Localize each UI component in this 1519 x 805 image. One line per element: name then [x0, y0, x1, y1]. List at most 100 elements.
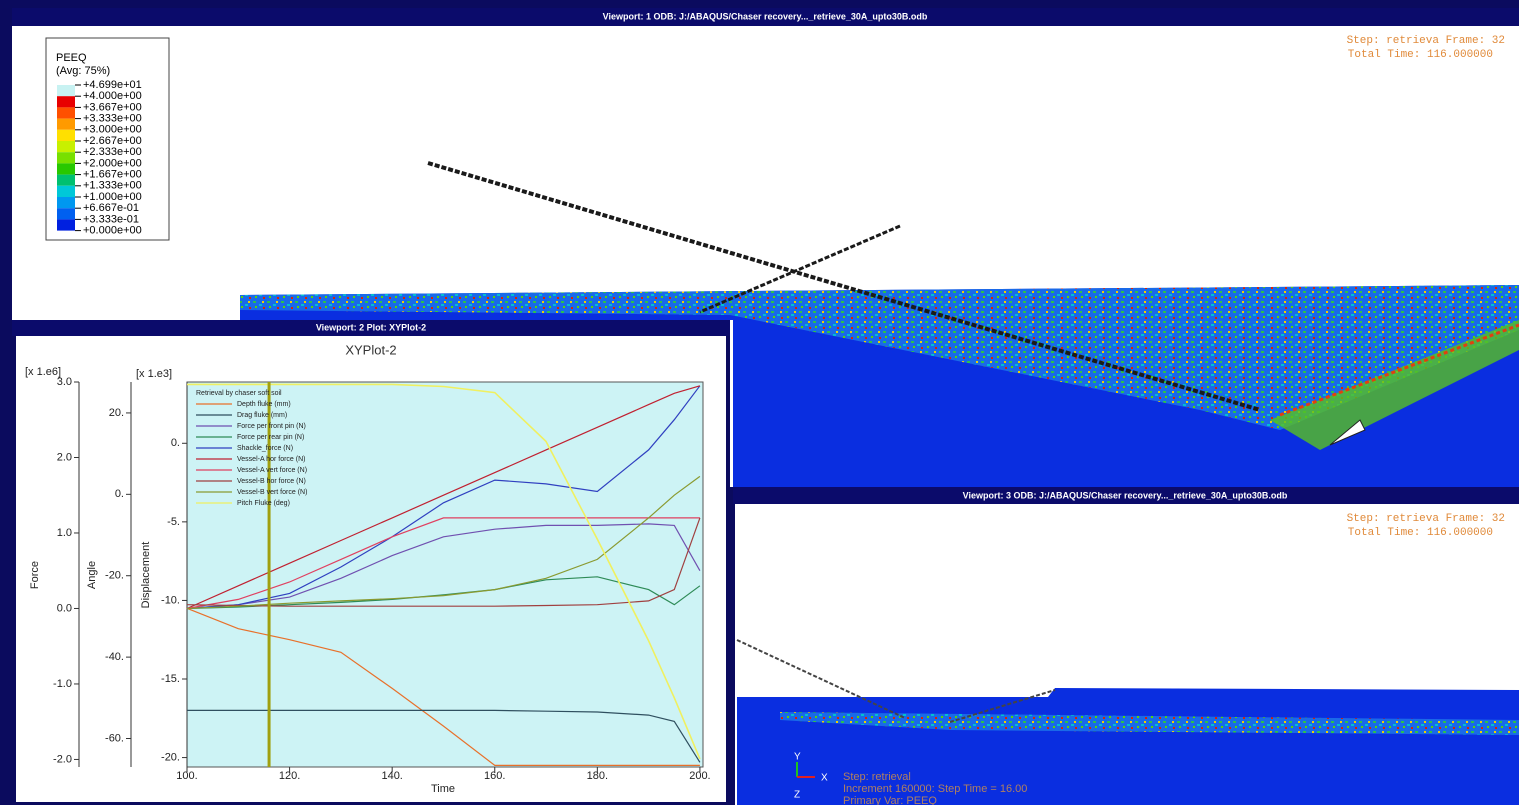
x-tick-label: 180.	[587, 770, 608, 782]
plot-legend-label: Depth fluke (mm)	[237, 401, 291, 408]
plot-legend-label: Force per front pin (N)	[237, 423, 306, 430]
legend-label: +1.333e+00	[83, 180, 142, 192]
y-tick-label: -1.0	[53, 678, 72, 690]
x-tick-label: 200.	[689, 770, 710, 782]
series-line	[186, 517, 700, 610]
y-tick-label: -20.	[161, 751, 180, 763]
plot-legend-label: Vessel-A vert force (N)	[237, 467, 307, 474]
legend-swatch	[57, 85, 75, 97]
legend-label: +1.667e+00	[83, 169, 142, 181]
chain	[736, 639, 906, 719]
y-tick-label: -40.	[105, 651, 124, 663]
x-axis-label: Time	[431, 783, 455, 795]
viewport-title: Viewport: 3 ODB: J:/ABAQUS/Chaser recove…	[963, 490, 1288, 500]
legend-label: +4.699e+01	[83, 79, 142, 91]
info-text: Primary Var: PEEQ	[843, 795, 937, 805]
legend-swatch	[57, 141, 75, 153]
legend-swatch	[57, 129, 75, 141]
y-tick-label: -60.	[105, 732, 124, 744]
axis-multiplier: [x 1.e3]	[136, 368, 172, 380]
y-tick-label: -10.	[161, 594, 180, 606]
y-tick-label: 20.	[109, 407, 124, 419]
title-bar	[733, 487, 1519, 504]
y-tick-label: -20.	[105, 570, 124, 582]
series-line	[186, 523, 701, 610]
legend-label: +3.333e-01	[83, 213, 139, 225]
legend-label: +6.667e-01	[83, 202, 139, 214]
chain	[427, 161, 1261, 412]
plot-legend-label: Force per rear pin (N)	[237, 434, 304, 441]
x-tick-label: 120.	[279, 770, 300, 782]
plot-legend-label: Pitch Fluke (deg)	[237, 500, 290, 507]
series-line	[187, 709, 701, 763]
time-label: Total Time: 116.000000	[1348, 49, 1493, 61]
legend-label: +0.000e+00	[83, 225, 142, 237]
mesh-stripe	[1270, 320, 1519, 450]
mesh-stripe	[1279, 323, 1519, 417]
y-tick-label: 1.0	[57, 527, 72, 539]
legend-swatch	[57, 96, 75, 108]
chain	[949, 689, 1056, 723]
plot-legend-label: Vessel-B vert force (N)	[237, 489, 307, 496]
series-line	[187, 383, 701, 760]
y-axis-label: Displacement	[140, 542, 152, 609]
chart-title: XYPlot-2	[345, 342, 396, 357]
legend: +4.699e+01+4.000e+00+3.667e+00+3.333e+00…	[57, 79, 142, 237]
legend-swatch	[57, 197, 75, 209]
plot-legend-label: Drag fluke (mm)	[237, 412, 287, 419]
legend-swatch	[57, 185, 75, 197]
series-line	[186, 385, 701, 610]
anchor	[1329, 419, 1366, 446]
legend-swatch	[57, 107, 75, 119]
y-axis-label: Angle	[86, 561, 98, 589]
legend-subtitle: (Avg: 75%)	[56, 65, 110, 77]
legend-label: +3.333e+00	[83, 113, 142, 125]
plot-legend-label: Vessel-A hor force (N)	[237, 456, 305, 463]
info-text: Step: retrieval	[843, 771, 911, 783]
plot-legend-label: Shackle_force (N)	[237, 445, 293, 452]
triad-label: Y	[794, 752, 801, 763]
viewport-title: Viewport: 2 Plot: XYPlot-2	[316, 322, 426, 332]
title-bar	[12, 320, 730, 336]
info-text: Increment 160000: Step Time = 16.00	[843, 783, 1027, 795]
title-bar	[12, 8, 1519, 26]
axis-multiplier: [x 1.e6]	[25, 366, 61, 378]
legend-swatch	[57, 152, 75, 164]
legend-label: +3.667e+00	[83, 101, 142, 113]
step-label: Step: retrieva Frame: 32	[1347, 513, 1505, 525]
plot-legend-title: Retrieval by chaser soft soil	[196, 390, 282, 397]
viewport-title: Viewport: 1 ODB: J:/ABAQUS/Chaser recove…	[603, 11, 928, 21]
triad-label: Z	[794, 790, 800, 801]
legend-label: +1.000e+00	[83, 191, 142, 203]
triad-label: X	[821, 773, 828, 784]
legend-label: +3.000e+00	[83, 124, 142, 136]
step-label: Step: retrieva Frame: 32	[1347, 35, 1505, 47]
legend-swatch	[57, 208, 75, 220]
legend-swatch	[57, 174, 75, 186]
legend-label: +2.000e+00	[83, 157, 142, 169]
legend-label: +2.333e+00	[83, 146, 142, 158]
legend-swatch	[57, 219, 75, 231]
plot-area	[186, 381, 704, 768]
x-tick-label: 160.	[484, 770, 505, 782]
y-tick-label: -5.	[167, 516, 180, 528]
time-label: Total Time: 116.000000	[1348, 527, 1493, 539]
series-line	[186, 517, 701, 607]
series-line	[186, 607, 700, 766]
y-tick-label: 2.0	[57, 451, 72, 463]
legend-swatch	[57, 118, 75, 130]
x-tick-label: 100.	[176, 770, 197, 782]
y-tick-label: 0.	[115, 488, 124, 500]
series-line	[186, 385, 701, 610]
legend-label: +2.667e+00	[83, 135, 142, 147]
y-tick-label: -15.	[161, 673, 180, 685]
legend-label: +4.000e+00	[83, 90, 142, 102]
y-tick-label: -2.0	[53, 753, 72, 765]
y-tick-label: 3.0	[57, 376, 72, 388]
x-tick-label: 140.	[381, 770, 402, 782]
legend-swatch	[57, 163, 75, 175]
y-tick-label: 0.0	[57, 602, 72, 614]
